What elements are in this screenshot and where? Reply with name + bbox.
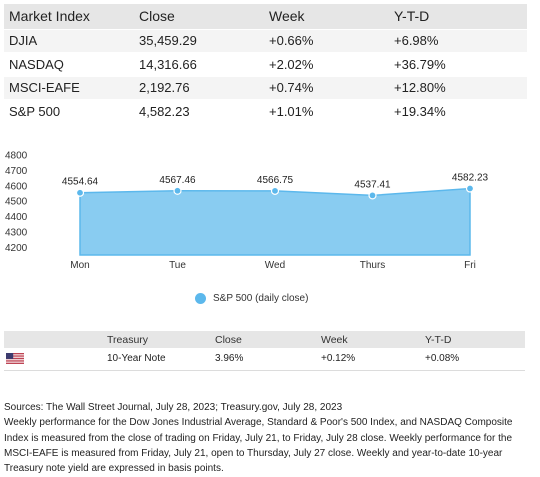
data-points [75,184,475,200]
index-name: NASDAQ [4,52,134,76]
table-row: 10-Year Note 3.96% +0.12% +0.08% [4,348,525,371]
table-row: MSCI-EAFE 2,192.76 +0.74% +12.80% [4,75,527,100]
x-tick-label: Fri [464,260,476,271]
treasury-table-header: Treasury Close Week Y-T-D [4,331,525,348]
footnotes: Sources: The Wall Street Journal, July 2… [4,400,534,476]
treasury-name: 10-Year Note [107,348,215,371]
header-market-index: Market Index [4,4,134,29]
header-week: Week [264,4,389,29]
legend-label: S&P 500 (daily close) [213,292,309,304]
data-label: 4567.46 [159,175,196,186]
sources-text: Sources: The Wall Street Journal, July 2… [4,402,343,413]
y-tick-label: 4200 [5,243,28,254]
index-ytd: +19.34% [389,99,527,123]
x-tick-label: Wed [265,260,285,271]
data-point [173,186,182,195]
index-week: +0.74% [264,75,389,100]
header-treasury: Treasury [107,331,215,348]
y-axis: 4800 4700 4600 4500 4400 4300 4200 [5,151,28,254]
index-close: 4,582.23 [134,99,264,123]
y-tick-label: 4400 [5,212,28,223]
treasury-ytd: +0.08% [425,348,525,371]
index-week: +0.66% [264,28,389,53]
y-tick-label: 4700 [5,166,28,177]
data-label: 4554.64 [62,177,99,188]
x-axis: Mon Tue Wed Thurs Fri [70,260,476,271]
y-tick-label: 4600 [5,181,28,192]
methodology-text: Weekly performance for the Dow Jones Ind… [4,417,513,475]
y-tick-label: 4500 [5,197,28,208]
index-close: 14,316.66 [134,52,264,76]
index-close: 2,192.76 [134,75,264,100]
index-ytd: +12.80% [389,75,527,100]
sp500-area [79,187,471,256]
index-name: S&P 500 [4,99,134,123]
x-tick-label: Mon [70,260,89,271]
header-close: Close [134,4,264,29]
data-label: 4537.41 [354,179,391,190]
header-flag [4,331,107,348]
market-index-table: Market Index Close Week Y-T-D DJIA 35,45… [4,4,527,123]
table-row: NASDAQ 14,316.66 +2.02% +36.79% [4,52,527,76]
sp500-daily-close-chart: 4800 4700 4600 4500 4400 4300 4200 4554.64 4567… [5,151,489,272]
index-ytd: +6.98% [389,28,527,53]
x-tick-label: Thurs [360,260,386,271]
data-label: 4582.23 [452,173,489,184]
chart-legend: S&P 500 (daily close) [195,290,308,306]
data-point [465,184,475,193]
data-point [270,186,280,195]
index-name: MSCI-EAFE [4,75,134,100]
treasury-close: 3.96% [215,348,321,371]
data-point [75,188,85,197]
data-labels: 4554.64 4567.46 4566.75 4537.41 4582.23 [62,173,489,191]
header-close: Close [215,331,321,348]
table-row: DJIA 35,459.29 +0.66% +6.98% [4,28,527,53]
index-close: 35,459.29 [134,28,264,53]
y-tick-label: 4800 [5,151,28,162]
market-table-header: Market Index Close Week Y-T-D [4,4,527,29]
data-label: 4566.75 [257,175,294,186]
legend-dot-icon [195,292,206,304]
us-flag-icon [6,353,24,365]
index-week: +1.01% [264,99,389,123]
header-week: Week [321,331,425,348]
treasury-table: Treasury Close Week Y-T-D 10- [4,331,525,371]
treasury-week: +0.12% [321,348,425,371]
header-ytd: Y-T-D [389,4,527,29]
index-week: +2.02% [264,52,389,76]
y-tick-label: 4300 [5,227,28,238]
table-row: S&P 500 4,582.23 +1.01% +19.34% [4,99,527,123]
index-name: DJIA [4,28,134,53]
header-ytd: Y-T-D [425,331,525,348]
data-point [368,191,377,200]
flag-cell [4,348,107,371]
x-tick-label: Tue [169,260,186,271]
index-ytd: +36.79% [389,52,527,76]
